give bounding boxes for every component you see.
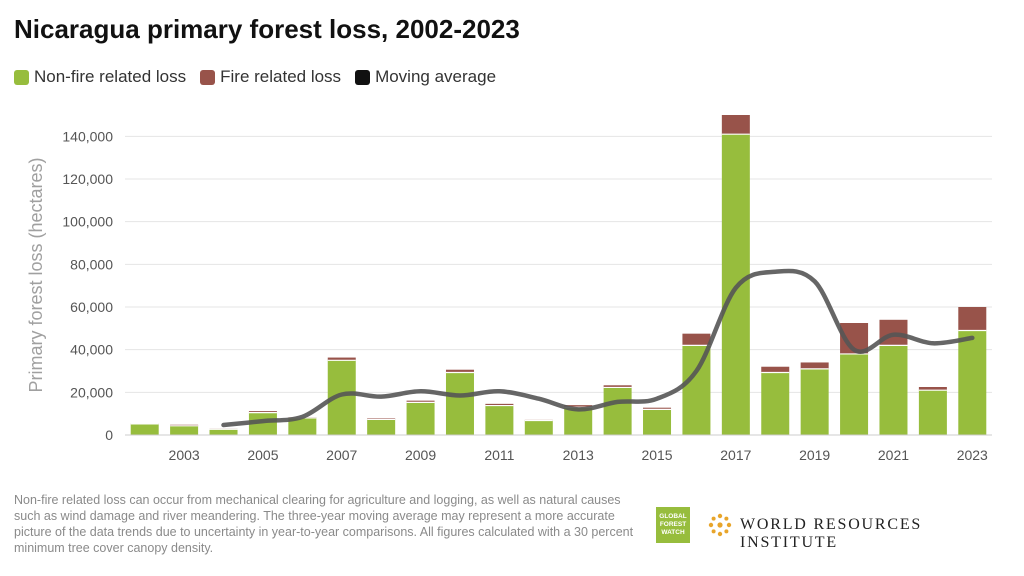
bar-non-fire-2003: [170, 425, 199, 435]
x-tick-label-2003: 2003: [169, 447, 200, 463]
y-tick-label-80000: 80,000: [70, 256, 113, 272]
bar-non-fire-2018: [761, 372, 790, 435]
bar-non-fire-2011: [485, 405, 514, 435]
bar-non-fire-2022: [918, 390, 947, 435]
chart-title: Nicaragua primary forest loss, 2002-2023: [14, 14, 520, 44]
x-tick-label-2009: 2009: [405, 447, 436, 463]
bar-fire-2023: [958, 307, 987, 331]
moving-average-line: [221, 268, 975, 428]
bar-fire-2005: [248, 411, 277, 413]
legend-item-fire[interactable]: Fire related loss: [200, 67, 341, 87]
legend-item-moving-average[interactable]: Moving average: [355, 67, 496, 87]
bar-fire-2007: [327, 357, 356, 361]
legend-swatch-non-fire: [14, 69, 29, 85]
wri-logo-icon: [708, 513, 732, 537]
bar-fire-2014: [603, 385, 632, 388]
legend-label-non-fire: Non-fire related loss: [34, 67, 187, 86]
y-tick-label-120000: 120,000: [62, 171, 113, 187]
y-axis-label: Primary forest loss (hectares): [26, 157, 46, 392]
bar-non-fire-2015: [643, 409, 672, 435]
bar-fire-2013: [564, 405, 593, 408]
bar-non-fire-2021: [879, 345, 908, 435]
legend-swatch-fire: [200, 69, 216, 85]
legend-swatch-moving-average: [355, 69, 371, 85]
wri-logo-text[interactable]: WORLD RESOURCES INSTITUTE: [740, 516, 923, 551]
x-tick-label-2017: 2017: [720, 447, 751, 463]
y-tick-label-60000: 60,000: [70, 299, 113, 315]
x-tick-label-2007: 2007: [326, 447, 357, 463]
bar-non-fire-2012: [524, 420, 553, 435]
legend-label-moving-average: Moving average: [375, 67, 497, 86]
y-tick-label-20000: 20,000: [70, 384, 113, 400]
x-tick-label-2011: 2011: [484, 447, 514, 463]
bar-fire-2017: [721, 115, 750, 135]
legend-label-fire: Fire related loss: [220, 67, 342, 86]
bar-non-fire-2005: [248, 412, 277, 435]
bar-fire-2016: [682, 333, 711, 346]
x-tick-label-2023: 2023: [957, 447, 988, 463]
bar-fire-2009: [406, 400, 435, 403]
x-tick-label-2013: 2013: [563, 447, 594, 463]
bar-fire-2022: [918, 387, 947, 391]
y-tick-label-40000: 40,000: [70, 342, 113, 358]
bar-non-fire-2002: [130, 423, 159, 435]
bar-non-fire-2010: [445, 372, 474, 435]
bar-non-fire-2004: [209, 429, 238, 435]
gfw-logo[interactable]: GLOBAL FOREST WATCH: [656, 507, 690, 543]
bar-non-fire-2006: [288, 417, 317, 435]
gfw-logo-line1: GLOBAL: [659, 513, 687, 520]
bar-fire-2019: [800, 362, 829, 369]
bar-chart: 0 20,000 40,000 60,000 80,000 100,000 120,000 1…: [26, 115, 992, 463]
x-tick-label-2005: 2005: [247, 447, 278, 463]
footnote: Non-fire related loss can occur from mec…: [14, 493, 634, 555]
bar-fire-2018: [761, 366, 790, 373]
bar-non-fire-2020: [840, 353, 869, 435]
y-tick-label-100000: 100,000: [62, 214, 113, 230]
x-tick-label-2019: 2019: [799, 447, 830, 463]
gfw-logo-line3: WATCH: [661, 529, 685, 536]
bar-non-fire-2009: [406, 402, 435, 435]
bar-non-fire-2019: [800, 368, 829, 435]
y-tick-label-0: 0: [105, 427, 113, 443]
legend-item-non-fire[interactable]: Non-fire related loss: [14, 67, 186, 87]
x-tick-label-2015: 2015: [641, 447, 672, 463]
bar-non-fire-2008: [367, 419, 396, 435]
bar-non-fire-2023: [958, 330, 987, 435]
bar-non-fire-2016: [682, 345, 711, 435]
bar-fire-2010: [445, 369, 474, 373]
x-tick-label-2021: 2021: [878, 447, 909, 463]
bar-non-fire-2013: [564, 407, 593, 435]
bar-fire-2011: [485, 403, 514, 406]
legend: Non-fire related loss Fire related loss …: [14, 67, 496, 87]
y-tick-label-140000: 140,000: [62, 128, 113, 144]
bar-non-fire-2014: [603, 387, 632, 435]
bar-fire-2015: [643, 407, 672, 410]
gfw-logo-line2: FOREST: [659, 521, 687, 528]
